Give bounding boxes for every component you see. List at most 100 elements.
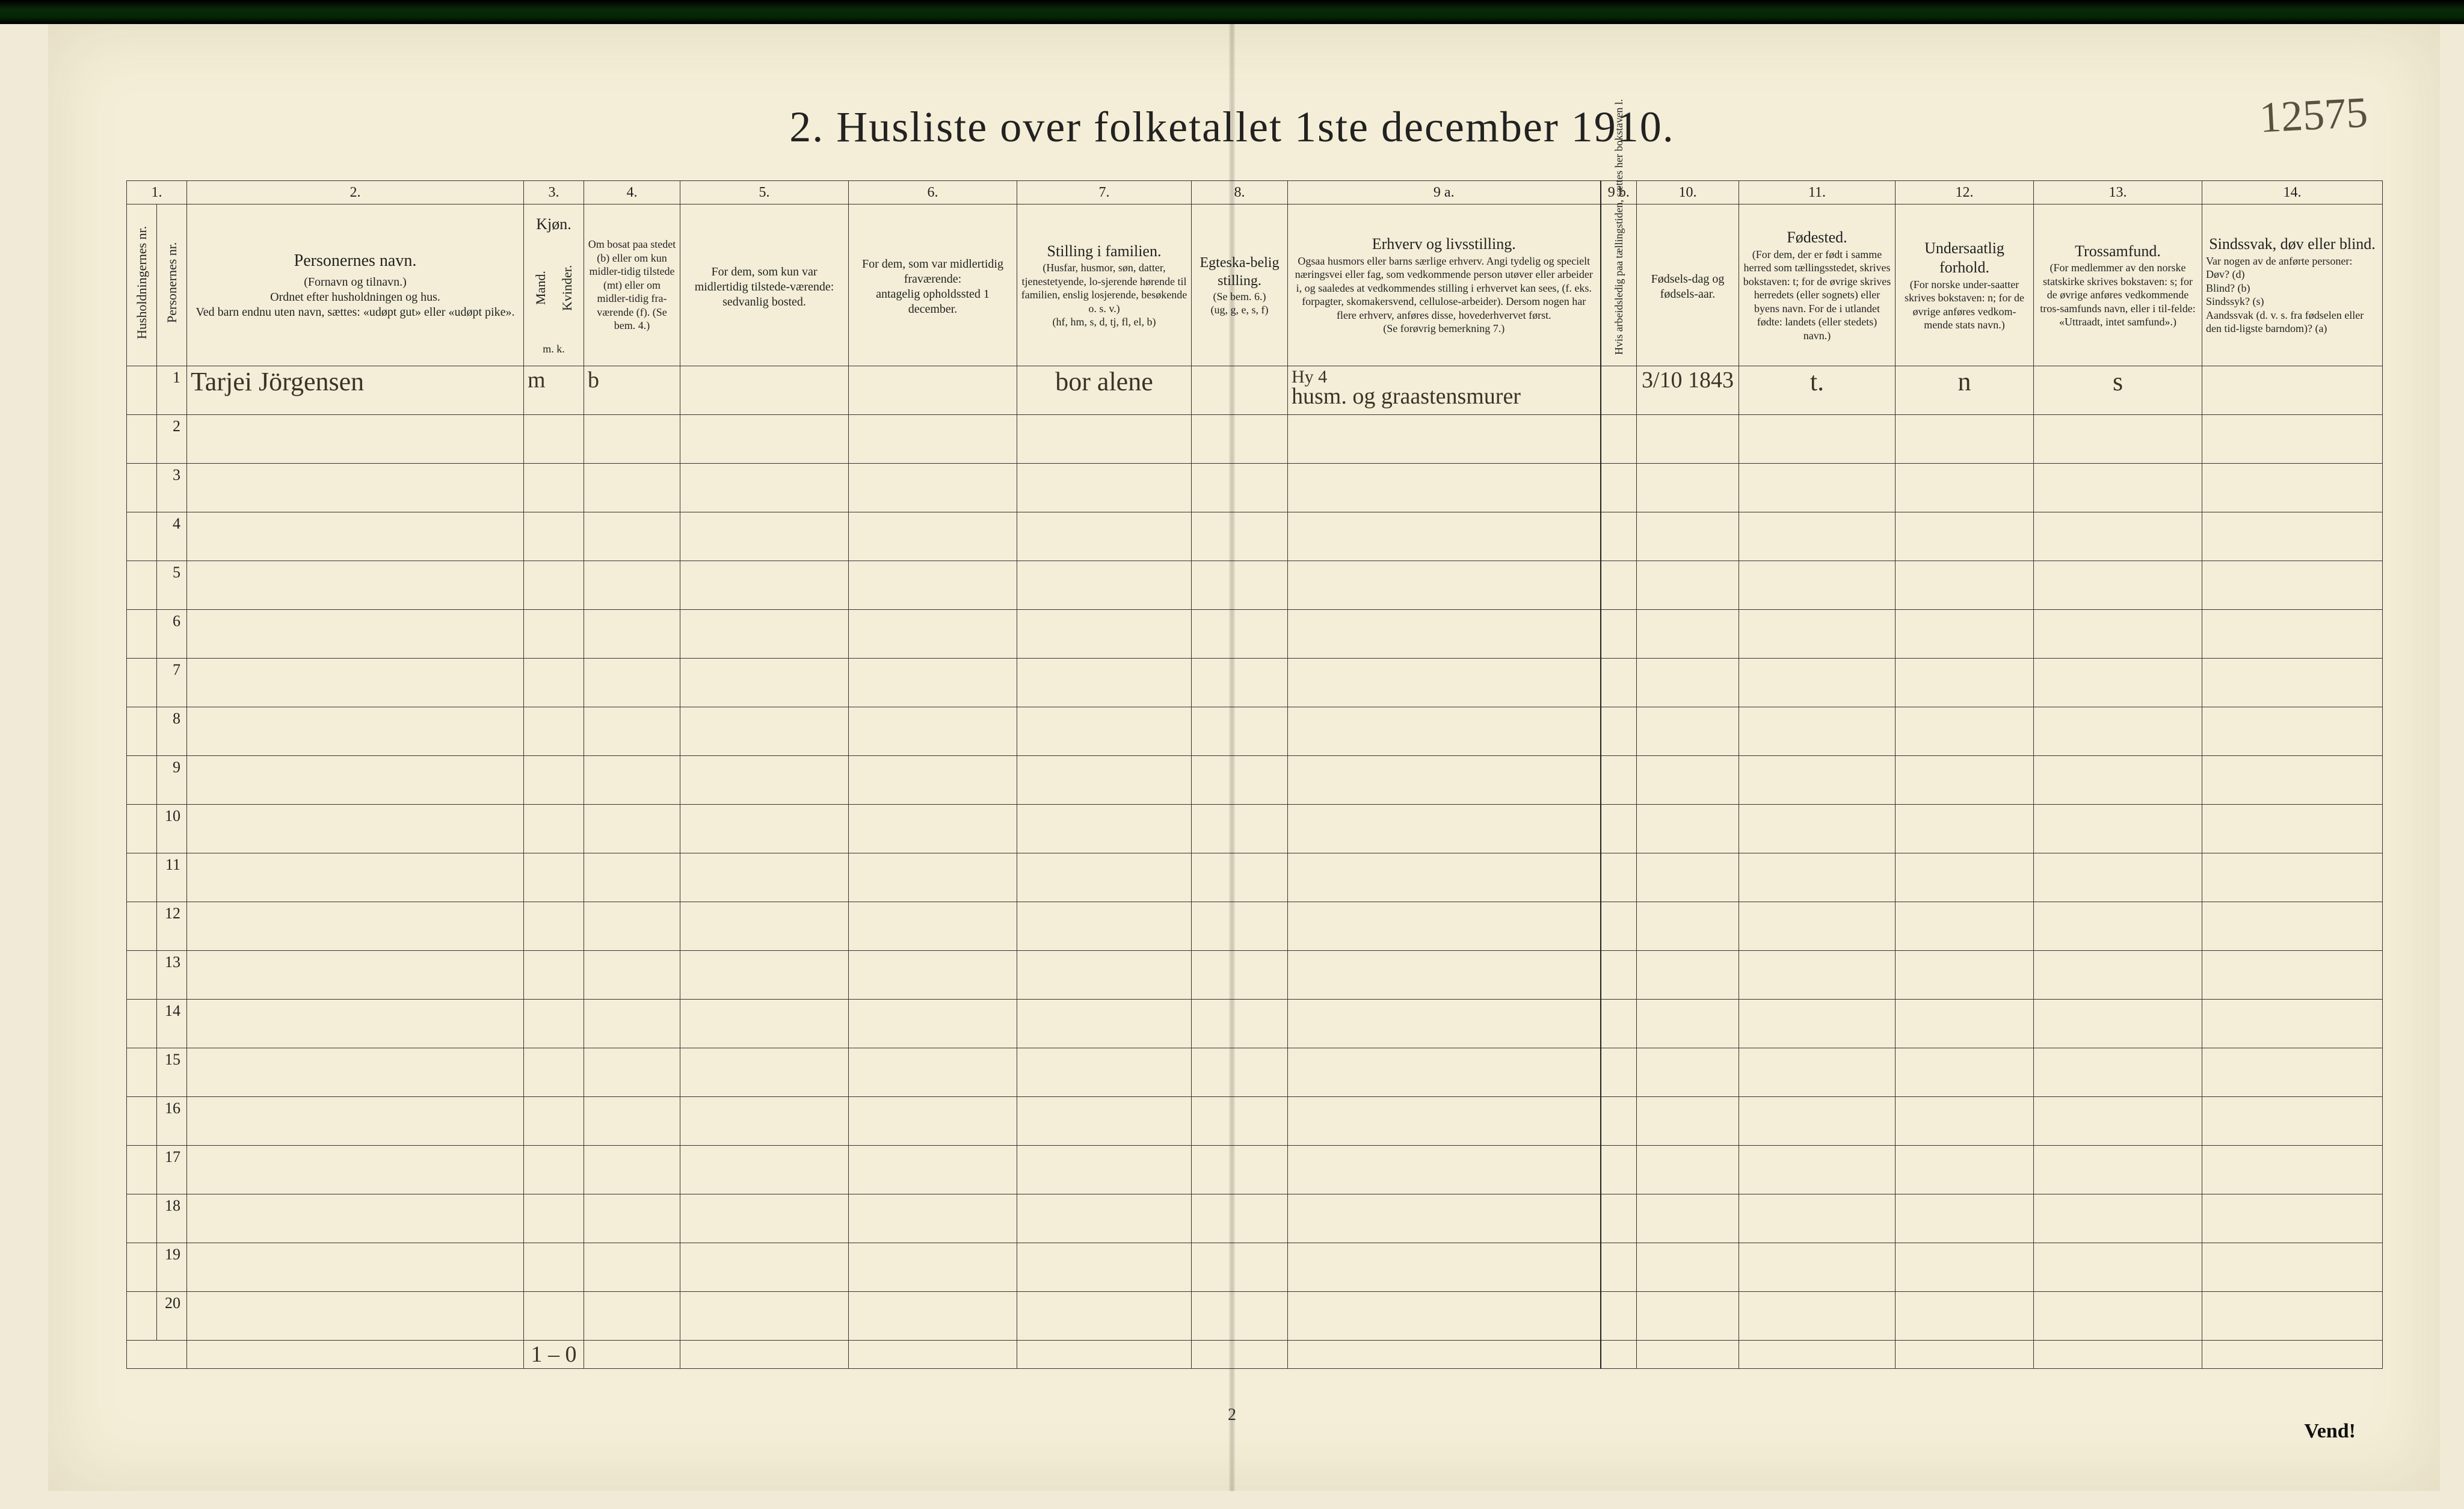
cell-7 bbox=[1017, 853, 1192, 902]
cell-9b bbox=[1601, 1243, 1637, 1292]
sum-blank-5 bbox=[680, 1341, 849, 1369]
table-row: 10 bbox=[127, 805, 2383, 853]
table-row: 14 bbox=[127, 1000, 2383, 1048]
cell-14 bbox=[2202, 1146, 2383, 1194]
cell-sex bbox=[524, 415, 584, 464]
cell-9b bbox=[1601, 561, 1637, 610]
cell-9b bbox=[1601, 415, 1637, 464]
cell-residence bbox=[584, 464, 680, 512]
cell-sex bbox=[524, 1292, 584, 1341]
col-13-header: Trossamfund. (For medlemmer av den norsk… bbox=[2034, 204, 2202, 366]
cell-5 bbox=[680, 805, 849, 853]
cell-12 bbox=[1896, 1048, 2034, 1097]
col-4-header: Om bosat paa stedet (b) eller om kun mid… bbox=[584, 204, 680, 366]
cell-10 bbox=[1637, 1292, 1739, 1341]
cell-8 bbox=[1192, 464, 1288, 512]
cell-residence bbox=[584, 707, 680, 756]
cell-13 bbox=[2034, 1194, 2202, 1243]
cell-6 bbox=[849, 805, 1017, 853]
cell-13 bbox=[2034, 512, 2202, 561]
cell-9b bbox=[1601, 756, 1637, 805]
cell-6 bbox=[849, 415, 1017, 464]
col-8-sub: (Se bem. 6.) (ug, g, e, s, f) bbox=[1195, 290, 1284, 317]
cell-7 bbox=[1017, 1292, 1192, 1341]
cell-7 bbox=[1017, 659, 1192, 707]
colnum-6: 6. bbox=[849, 181, 1017, 204]
cell-name bbox=[187, 902, 524, 951]
cell-name bbox=[187, 512, 524, 561]
cell-9b bbox=[1601, 464, 1637, 512]
cell-7 bbox=[1017, 951, 1192, 1000]
cell-5 bbox=[680, 1146, 849, 1194]
cell-11 bbox=[1739, 1243, 1896, 1292]
cell-sex bbox=[524, 464, 584, 512]
cell-7: bor alene bbox=[1017, 366, 1192, 415]
cell-10 bbox=[1637, 853, 1739, 902]
cell-hh bbox=[127, 1000, 157, 1048]
cell-7 bbox=[1017, 902, 1192, 951]
table-row: 18 bbox=[127, 1194, 2383, 1243]
corner-handwritten-number: 12575 bbox=[2258, 87, 2369, 143]
cell-6 bbox=[849, 659, 1017, 707]
cell-sex bbox=[524, 853, 584, 902]
cell-5 bbox=[680, 415, 849, 464]
cell-hh bbox=[127, 512, 157, 561]
cell-7 bbox=[1017, 610, 1192, 659]
cell-sex bbox=[524, 1097, 584, 1146]
table-row: 6 bbox=[127, 610, 2383, 659]
cell-9a bbox=[1288, 1097, 1601, 1146]
col-6-header: For dem, som var midlertidig fraværende:… bbox=[849, 204, 1017, 366]
cell-8 bbox=[1192, 756, 1288, 805]
cell-sex bbox=[524, 1000, 584, 1048]
cell-12 bbox=[1896, 561, 2034, 610]
cell-8 bbox=[1192, 415, 1288, 464]
cell-14 bbox=[2202, 610, 2383, 659]
cell-13 bbox=[2034, 1000, 2202, 1048]
cell-7 bbox=[1017, 1097, 1192, 1146]
cell-hh bbox=[127, 805, 157, 853]
colnum-7: 7. bbox=[1017, 181, 1192, 204]
cell-6 bbox=[849, 464, 1017, 512]
cell-person-nr: 18 bbox=[157, 1194, 187, 1243]
sum-blank-9b bbox=[1601, 1341, 1637, 1369]
cell-7 bbox=[1017, 805, 1192, 853]
sum-blank-8 bbox=[1192, 1341, 1288, 1369]
cell-residence bbox=[584, 756, 680, 805]
cell-8 bbox=[1192, 659, 1288, 707]
cell-7 bbox=[1017, 1243, 1192, 1292]
cell-9b bbox=[1601, 1048, 1637, 1097]
scanner-edge bbox=[0, 0, 2464, 24]
cell-sex bbox=[524, 561, 584, 610]
table-body: 1Tarjei Jörgensenmbbor aleneHy 4husm. og… bbox=[127, 366, 2383, 1341]
table-row: 5 bbox=[127, 561, 2383, 610]
cell-residence bbox=[584, 610, 680, 659]
colnum-8: 8. bbox=[1192, 181, 1288, 204]
cell-10: 3/10 1843 bbox=[1637, 366, 1739, 415]
cell-10 bbox=[1637, 1146, 1739, 1194]
cell-name bbox=[187, 1048, 524, 1097]
colnum-2: 2. bbox=[187, 181, 524, 204]
cell-12 bbox=[1896, 756, 2034, 805]
cell-person-nr: 9 bbox=[157, 756, 187, 805]
cell-10 bbox=[1637, 512, 1739, 561]
cell-residence bbox=[584, 1097, 680, 1146]
cell-hh bbox=[127, 464, 157, 512]
cell-13 bbox=[2034, 1048, 2202, 1097]
cell-11 bbox=[1739, 1146, 1896, 1194]
colnum-10: 10. bbox=[1637, 181, 1739, 204]
col-5-header: For dem, som kun var midlertidig tilsted… bbox=[680, 204, 849, 366]
cell-person-nr: 16 bbox=[157, 1097, 187, 1146]
cell-7 bbox=[1017, 512, 1192, 561]
cell-8 bbox=[1192, 512, 1288, 561]
cell-5 bbox=[680, 1048, 849, 1097]
col-9b-text: Hvis arbeidsledig paa tællingstiden, sæt… bbox=[1612, 211, 1626, 355]
cell-sex bbox=[524, 659, 584, 707]
cell-13 bbox=[2034, 805, 2202, 853]
cell-9a bbox=[1288, 415, 1601, 464]
cell-9a bbox=[1288, 1000, 1601, 1048]
cell-sex bbox=[524, 902, 584, 951]
cell-12 bbox=[1896, 805, 2034, 853]
cell-10 bbox=[1637, 805, 1739, 853]
cell-11 bbox=[1739, 951, 1896, 1000]
cell-9a bbox=[1288, 1194, 1601, 1243]
